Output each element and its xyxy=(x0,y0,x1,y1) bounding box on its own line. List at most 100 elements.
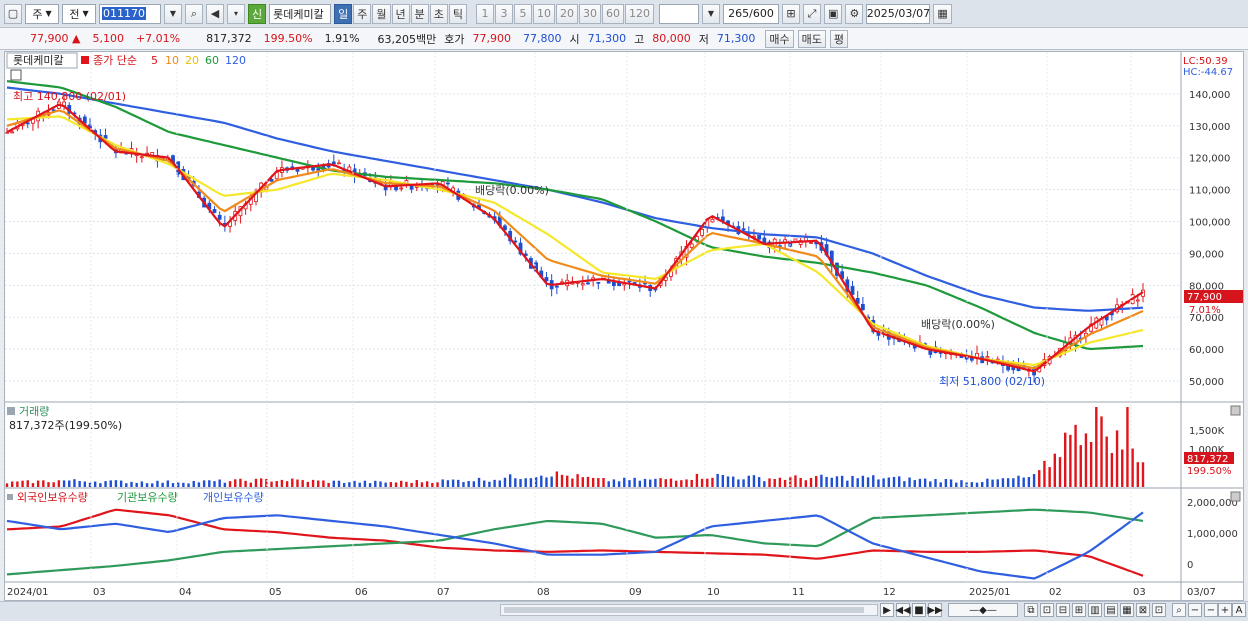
zoom-slider[interactable]: —◆— xyxy=(948,603,1018,617)
volume-bar xyxy=(317,480,320,487)
code-dropdown-button[interactable]: ▼ xyxy=(164,3,182,24)
volume-bar xyxy=(514,478,517,487)
interval-tab-5[interactable]: 30 xyxy=(579,3,601,24)
interval-tab-2[interactable]: 5 xyxy=(514,3,532,24)
volume-bar xyxy=(88,482,92,487)
low-label: 저 xyxy=(698,32,709,46)
volume-bar xyxy=(31,483,35,487)
zoom-reset-icon[interactable]: − xyxy=(1204,603,1218,617)
volume-bar xyxy=(1032,474,1036,487)
volume-bar xyxy=(156,480,159,487)
volume-bar xyxy=(898,476,901,487)
rewind-icon[interactable]: ◀◀ xyxy=(895,603,911,617)
period-tab-3[interactable]: 년 xyxy=(391,3,410,24)
ma-5-line xyxy=(6,103,1144,373)
period-tab-0[interactable]: 일 xyxy=(334,3,353,24)
stock-code-input[interactable]: 011170 xyxy=(99,3,161,24)
crosshair-icon[interactable]: ⊡ xyxy=(1040,603,1054,617)
x-tick: 07 xyxy=(437,587,450,598)
compare-icon[interactable]: ⊟ xyxy=(1056,603,1070,617)
interval-tab-4[interactable]: 20 xyxy=(556,3,578,24)
prev-select[interactable]: 전 ▼ xyxy=(62,3,96,24)
price-tick: 60,000 xyxy=(1189,345,1224,356)
font-size-icon[interactable]: A xyxy=(1232,603,1246,617)
chart-area[interactable]: 140,000 130,000 120,000 110,000 100,000 90,00… xyxy=(4,51,1244,601)
volume-bar xyxy=(586,476,590,487)
search-icon[interactable]: ⌕ xyxy=(185,3,203,24)
line-icon[interactable]: ▤ xyxy=(1104,603,1118,617)
volume-bar xyxy=(472,481,476,487)
scroll-thumb[interactable] xyxy=(504,607,864,613)
volume-bar xyxy=(980,482,984,487)
play-icon[interactable]: ▶▶ xyxy=(927,603,943,617)
volume-bar xyxy=(612,479,616,487)
period-tab-4[interactable]: 분 xyxy=(410,3,429,24)
volume-bar xyxy=(706,478,709,487)
interval-tab-6[interactable]: 60 xyxy=(602,3,624,24)
zoom-search-icon[interactable]: ⌕ xyxy=(1172,603,1186,617)
volume-bar xyxy=(550,476,553,487)
sound-icon[interactable]: ◀ xyxy=(206,3,224,24)
period-tab-2[interactable]: 월 xyxy=(372,3,391,24)
scale-icon[interactable]: ⊠ xyxy=(1136,603,1150,617)
draw-icon[interactable]: ⤢ xyxy=(803,3,821,24)
interval-tab-7[interactable]: 120 xyxy=(625,3,654,24)
interval-tab-0[interactable]: 1 xyxy=(476,3,494,24)
volume-title: 거래량 xyxy=(19,405,49,418)
volume-bar xyxy=(73,479,76,487)
interval-tab-1[interactable]: 3 xyxy=(495,3,513,24)
scroll-right-icon[interactable]: ▶ xyxy=(880,603,894,617)
indicator-icon[interactable]: ⊞ xyxy=(782,3,800,24)
close-volume-panel-icon[interactable] xyxy=(1230,405,1241,416)
volume-bar xyxy=(425,481,429,487)
count-display[interactable]: 265/600 xyxy=(723,3,779,24)
calendar-icon[interactable]: ▦ xyxy=(933,3,952,24)
gear-icon[interactable]: ⚙ xyxy=(845,3,864,24)
volume-bar xyxy=(540,475,543,487)
grid-toggle-icon[interactable] xyxy=(10,69,22,81)
sell-button[interactable]: 매도 xyxy=(797,29,826,48)
candle-body xyxy=(544,277,549,282)
zoom-in-icon[interactable]: + xyxy=(1218,603,1232,617)
volume-bar xyxy=(607,481,610,487)
chart-scrollbar[interactable] xyxy=(500,604,878,616)
zoom-out-icon[interactable]: − xyxy=(1188,603,1202,617)
volume-bar xyxy=(877,479,880,487)
volume-bar xyxy=(695,473,699,487)
eval-button[interactable]: 평 xyxy=(829,29,849,48)
interval-dropdown-button[interactable]: ▼ xyxy=(702,3,720,24)
volume-bar xyxy=(1027,477,1031,487)
volume-bar xyxy=(778,477,782,487)
date-input[interactable]: 2025/03/07 xyxy=(866,3,931,24)
volume-bar xyxy=(955,482,958,487)
volume-bar xyxy=(249,482,252,487)
credit-badge: 신 xyxy=(248,3,267,24)
bar-icon[interactable]: ▥ xyxy=(1088,603,1102,617)
volume-bar xyxy=(1017,475,1020,487)
interval-tab-3[interactable]: 10 xyxy=(533,3,555,24)
x-tick: 11 xyxy=(792,587,805,598)
stop-icon[interactable]: ■ xyxy=(912,603,926,617)
layout-icon[interactable]: ▢ xyxy=(4,3,22,24)
market-type-select[interactable]: 주 ▼ xyxy=(25,3,59,24)
chart-svg[interactable]: 140,000 130,000 120,000 110,000 100,000 90,00… xyxy=(4,52,1244,600)
copy-icon[interactable]: ⧉ xyxy=(1024,603,1038,617)
volume-bar xyxy=(508,474,512,487)
area-icon[interactable]: ▦ xyxy=(1120,603,1134,617)
volume-bar xyxy=(716,473,719,487)
volume-bar xyxy=(192,480,195,487)
grid-icon[interactable]: ⊞ xyxy=(1072,603,1086,617)
period-tab-1[interactable]: 주 xyxy=(353,3,372,24)
volume-bar xyxy=(498,480,501,487)
period-tab-5[interactable]: 초 xyxy=(429,3,448,24)
stock-nav-button[interactable]: ▾ xyxy=(227,3,245,24)
period-tab-6[interactable]: 틱 xyxy=(448,3,467,24)
buy-button[interactable]: 매수 xyxy=(765,29,794,48)
interval-input[interactable] xyxy=(659,3,699,24)
close-holding-panel-icon[interactable] xyxy=(1230,491,1241,502)
volume-bar xyxy=(483,480,486,487)
x-tick: 2025/01 xyxy=(969,587,1011,598)
view-icon[interactable]: ⊡ xyxy=(1152,603,1166,617)
save-icon[interactable]: ▣ xyxy=(824,3,843,24)
